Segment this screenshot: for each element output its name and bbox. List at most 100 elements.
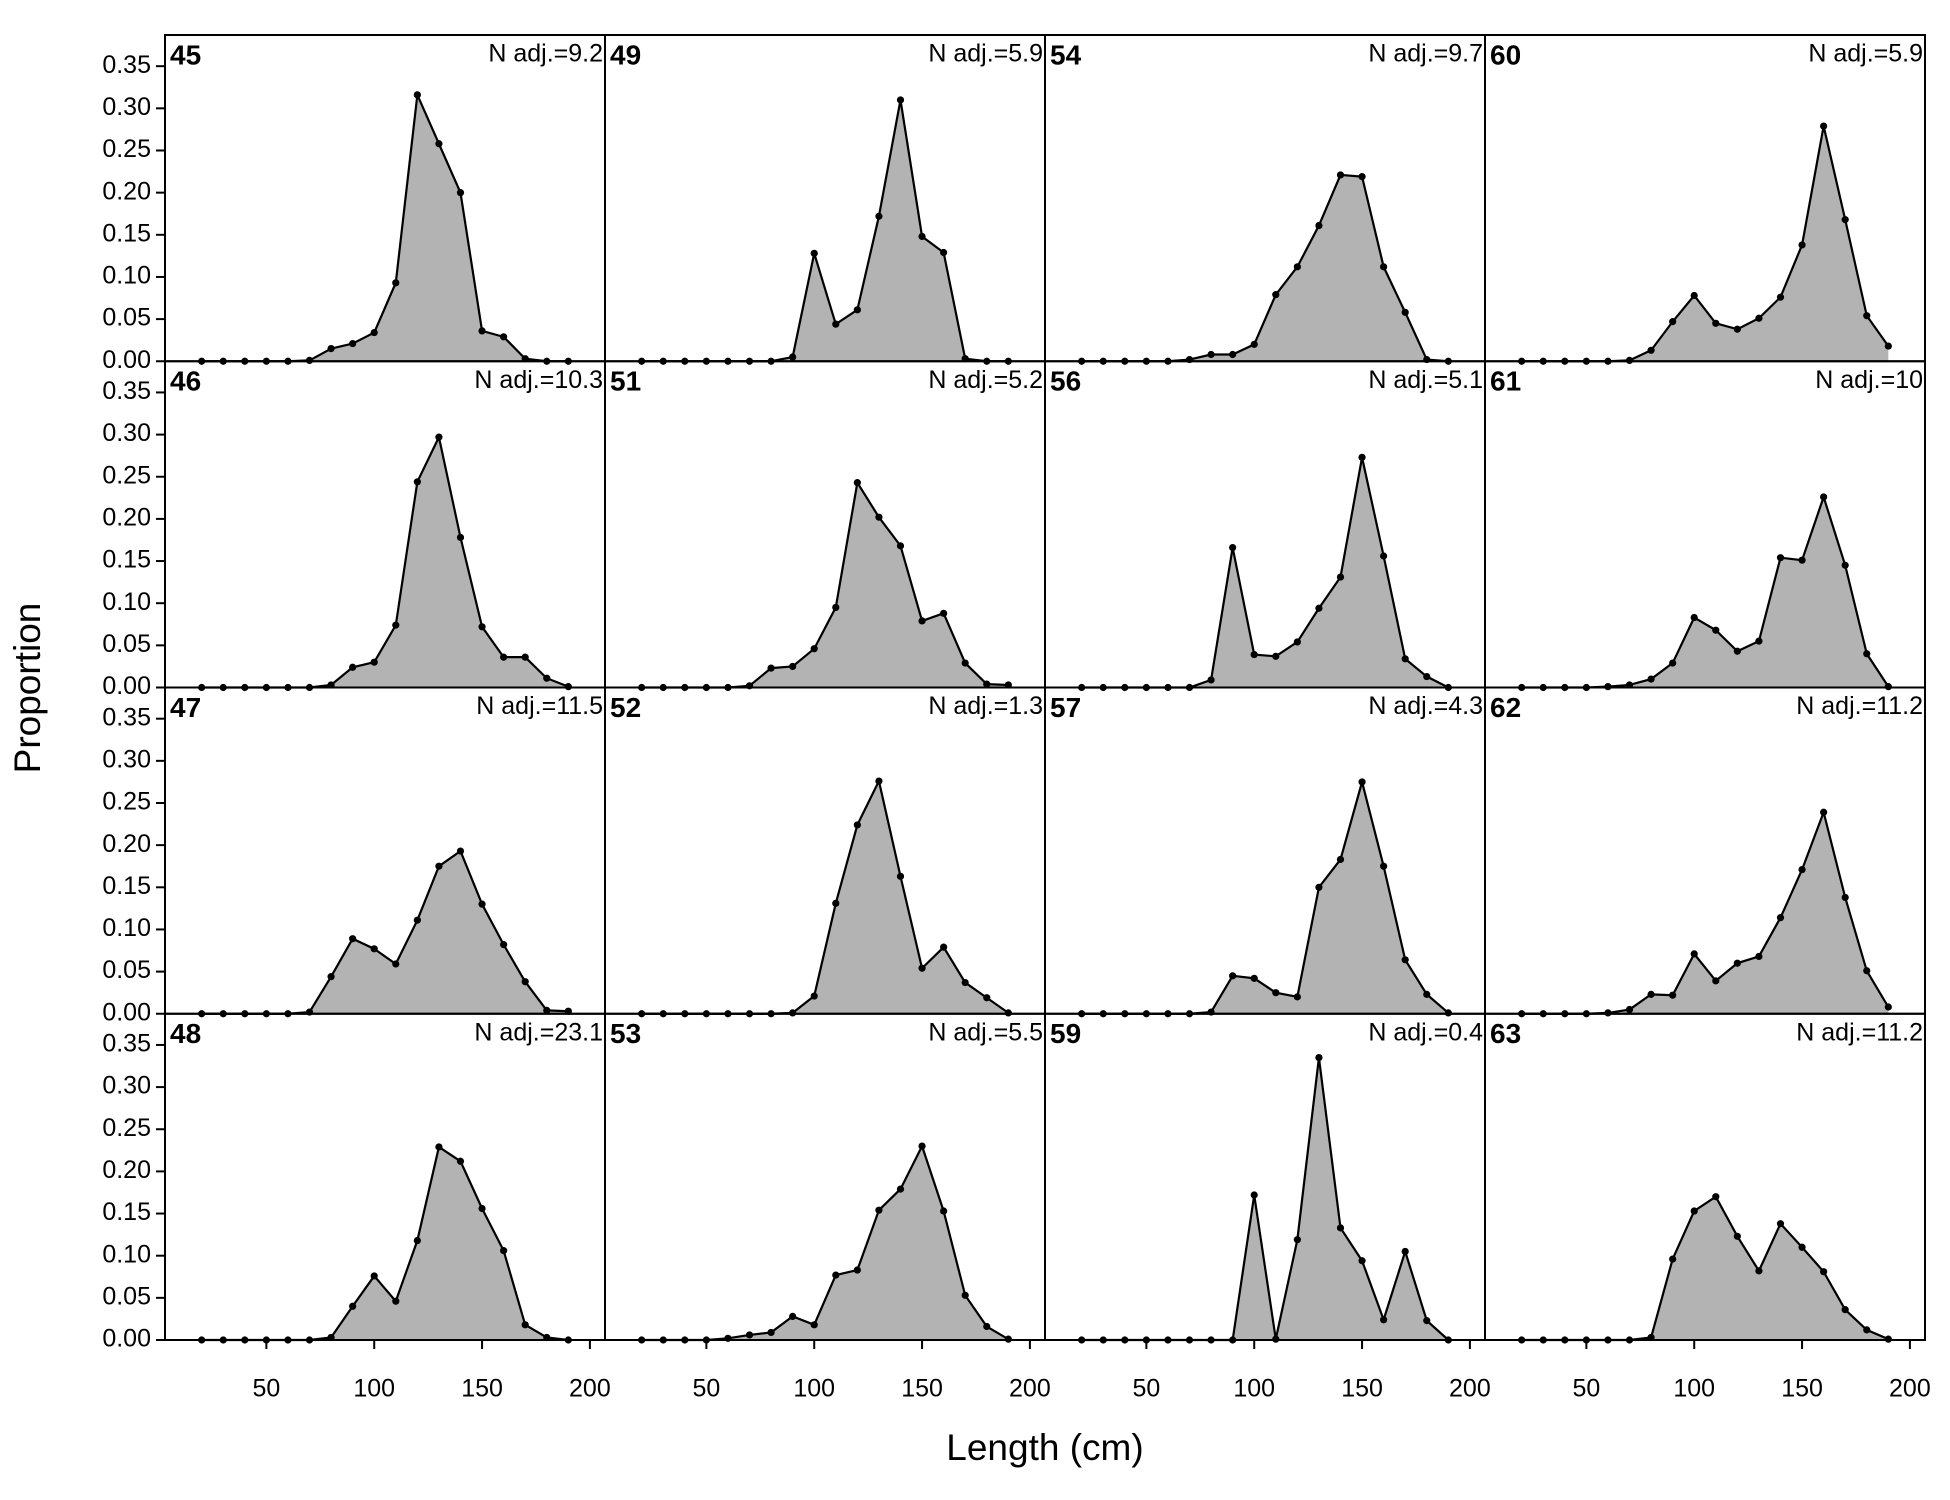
point [1733,647,1741,655]
point [1863,312,1871,320]
point [392,279,400,287]
point [1798,241,1806,249]
point [1690,291,1698,300]
point [1315,883,1323,891]
point [1647,990,1655,998]
point [940,1207,948,1215]
point [1776,1220,1785,1228]
point [478,327,486,335]
point [349,663,357,671]
y-tick-label: 0.25 [102,788,151,816]
point [983,994,991,1002]
annotation: N adj.=11.5 [476,692,603,720]
point [1229,972,1237,980]
annotation: N adj.=5.2 [928,366,1043,394]
point [983,680,991,688]
x-tick-label: 200 [569,1375,611,1403]
point [810,992,818,1000]
point [1380,552,1388,560]
point [745,1331,754,1339]
point [853,1266,861,1274]
point [1776,293,1785,301]
point [456,533,465,542]
panel-title: 52 [610,692,641,723]
point [370,328,378,337]
point [521,1321,529,1329]
point [1776,914,1785,922]
point [1207,676,1215,684]
y-tick-label: 0.10 [102,1240,151,1268]
point [767,664,775,672]
point [853,306,861,314]
point [832,1271,840,1279]
point [1358,173,1366,181]
point [370,1272,378,1280]
y-tick-label: 0.35 [102,1030,151,1058]
y-tick-label: 0.30 [102,745,151,773]
panel-title: 63 [1490,1018,1521,1049]
point [349,1302,357,1310]
y-tick-label: 0.10 [102,588,151,616]
y-tick-label: 0.20 [102,504,151,532]
y-tick-label: 0.20 [102,830,151,858]
point [961,659,969,667]
point [456,847,465,855]
x-tick-label: 150 [1341,1375,1383,1403]
point [370,658,378,666]
y-tick-label: 0.05 [102,630,151,658]
point [1841,1306,1849,1314]
y-tick-label: 0.00 [102,346,151,374]
annotation: N adj.=11.2 [1796,692,1923,720]
y-tick-label: 0.10 [102,262,151,290]
point [1315,221,1323,230]
annotation: N adj.=9.2 [488,40,603,68]
point [413,1236,421,1245]
point [478,1204,486,1213]
x-axis-label: Length (cm) [946,1427,1143,1468]
area [1521,812,1889,1014]
annotation: N adj.=5.1 [1368,366,1483,394]
point [1863,1326,1871,1334]
area [201,94,569,362]
point [478,623,486,631]
y-tick-label: 0.05 [102,956,151,984]
point [521,978,529,986]
y-tick-label: 0.15 [102,219,151,247]
point [1272,989,1280,997]
point [1712,626,1720,634]
point [456,189,465,197]
point [500,333,508,341]
point [1755,314,1763,322]
y-tick-label: 0.00 [102,672,151,700]
point [1272,291,1280,299]
point [1798,556,1806,564]
point [327,345,335,353]
point [1755,952,1763,961]
point [918,964,926,972]
point [1293,993,1301,1001]
point [392,621,400,629]
point [1358,1257,1366,1265]
panel-title: 62 [1490,692,1521,723]
point [1820,122,1828,130]
annotation: N adj.=10 [1815,366,1923,394]
point [1380,1316,1388,1324]
x-tick-label: 50 [1572,1375,1600,1403]
point [1423,990,1431,998]
point [1669,318,1677,326]
point [327,973,335,981]
y-tick-label: 0.20 [102,1156,151,1184]
point [1755,637,1763,645]
point [1358,778,1366,786]
area [1521,496,1889,688]
point [1669,1255,1677,1263]
point [349,935,357,943]
point [875,777,883,785]
point [1863,967,1871,975]
point [1293,1236,1301,1244]
point [1863,650,1871,658]
point [1401,956,1409,964]
panel-title: 45 [170,39,201,70]
point [1401,1247,1409,1256]
point [1690,1207,1698,1215]
